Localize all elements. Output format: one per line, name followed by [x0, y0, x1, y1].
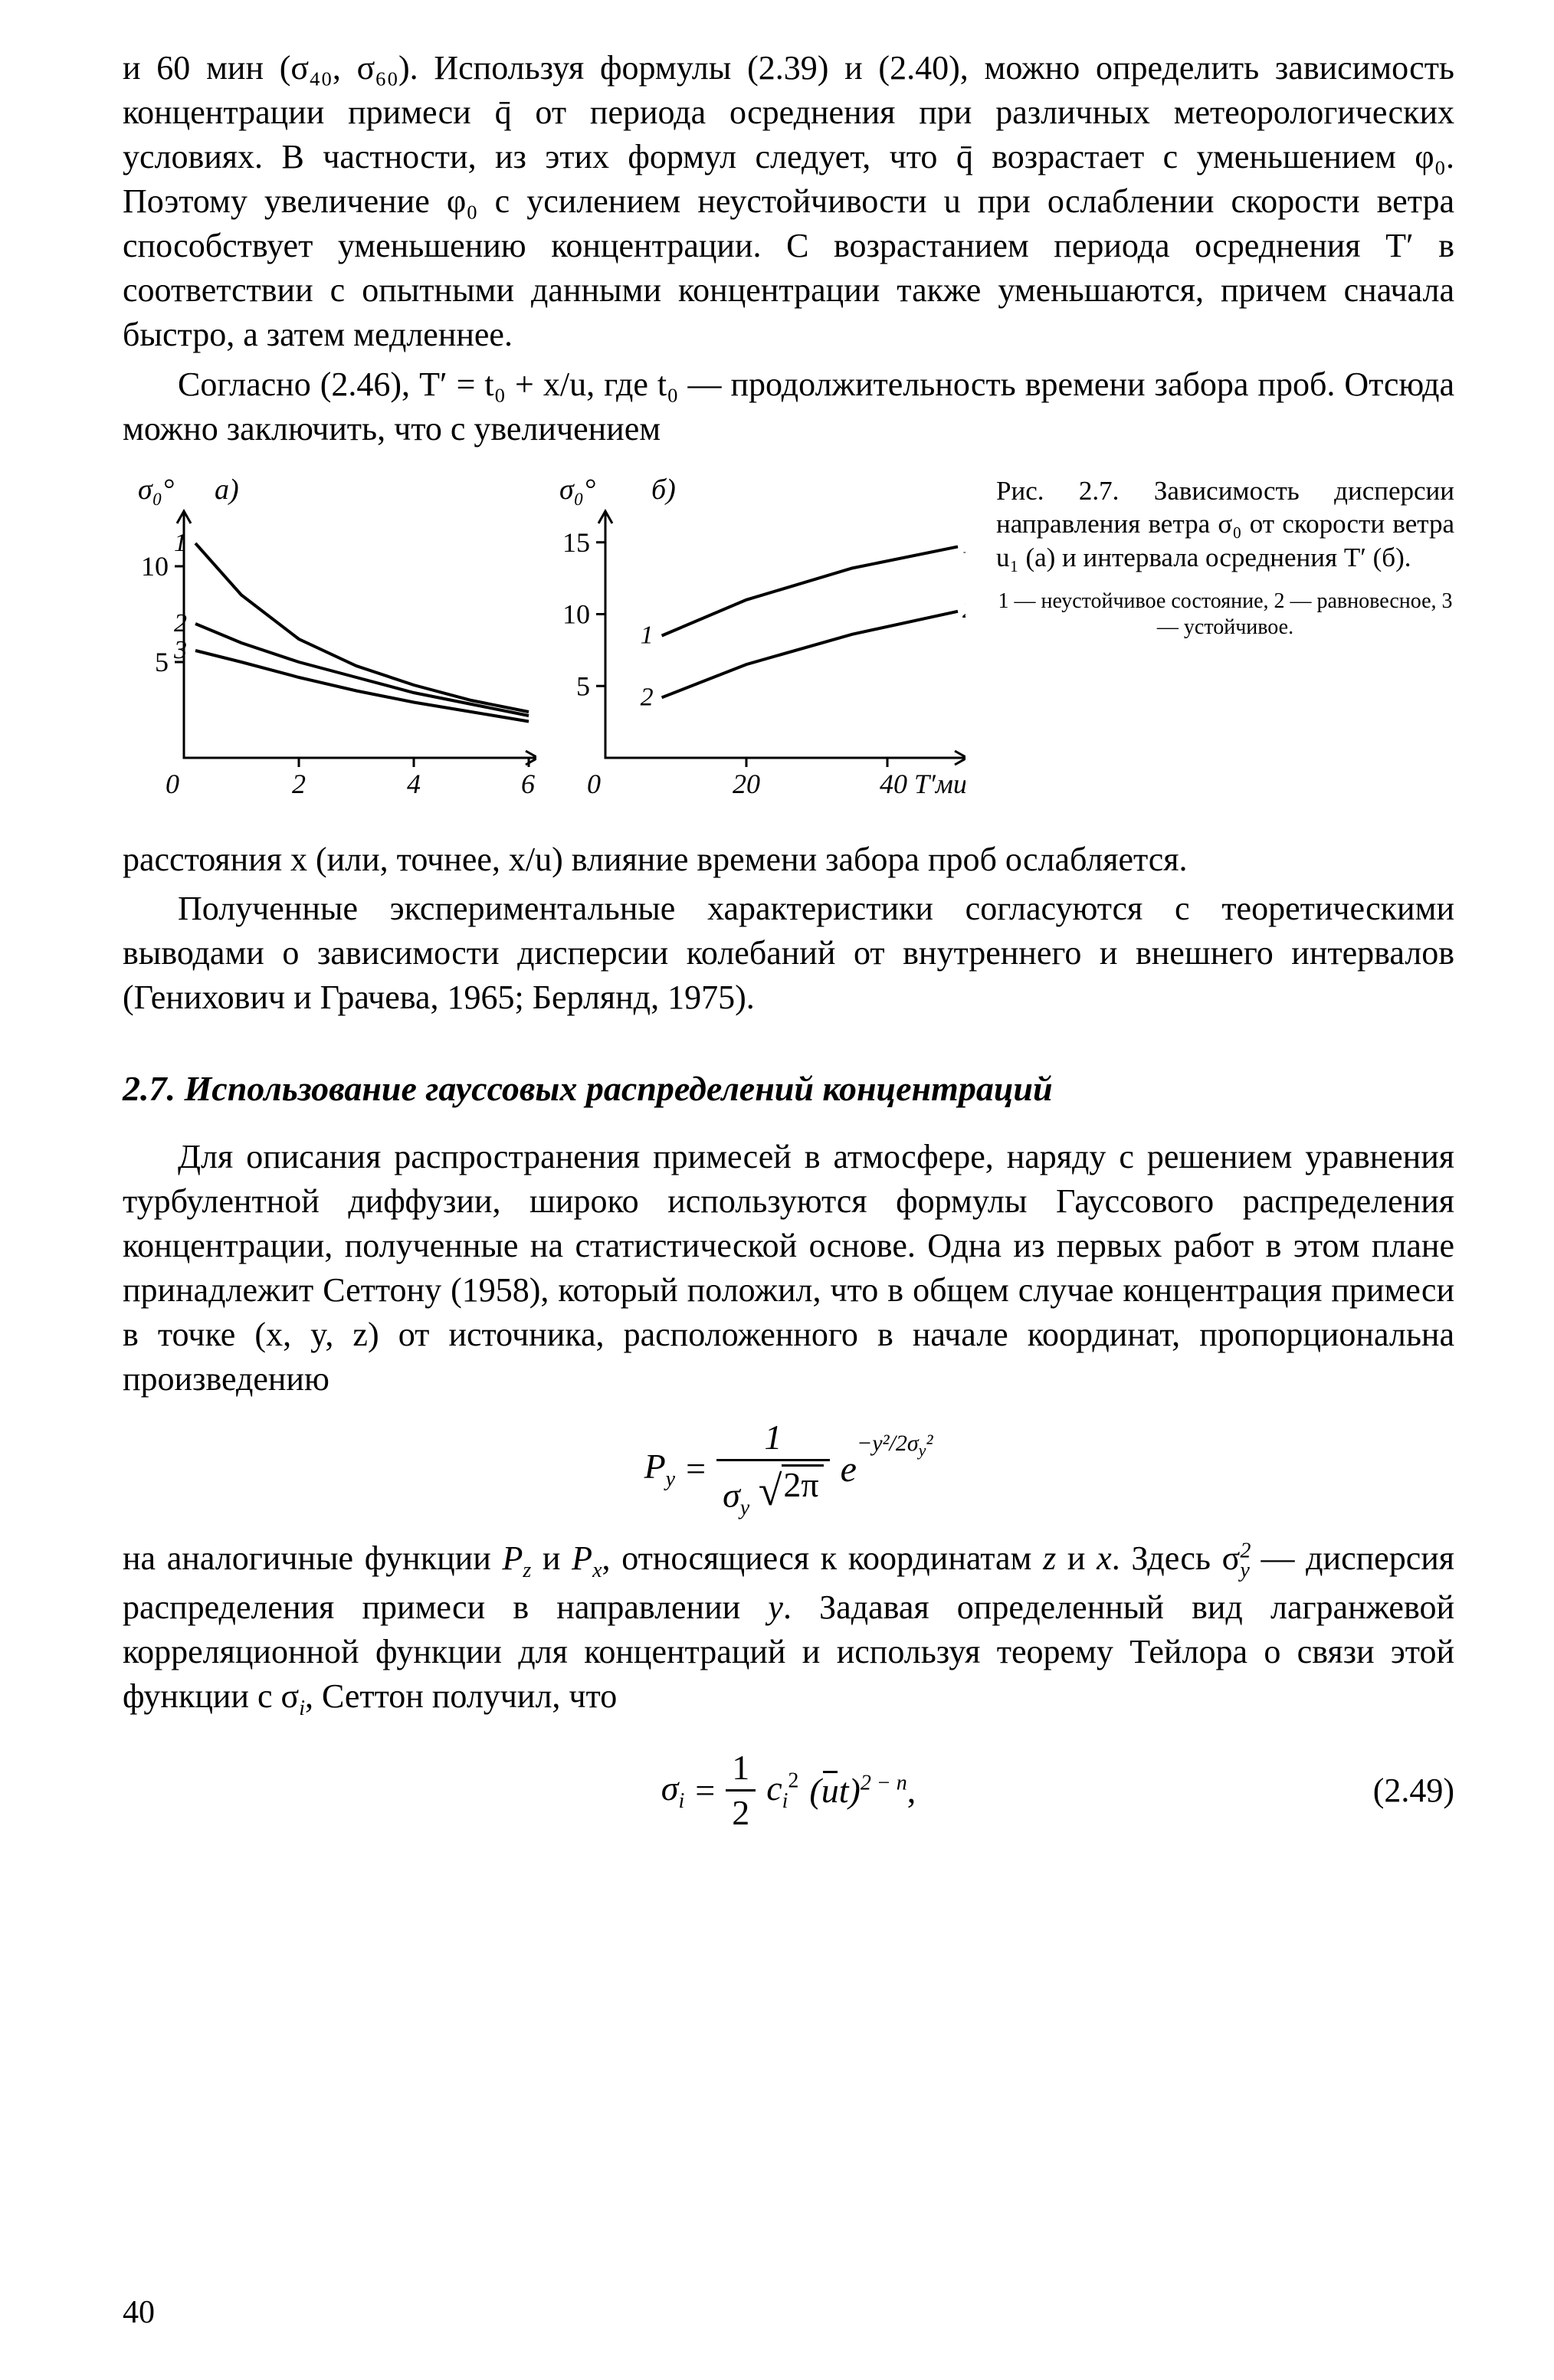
section-heading-2-7: 2.7. Использование гауссовых распределен… [123, 1066, 1454, 1112]
svg-text:б): б) [651, 474, 676, 506]
svg-text:σ₀°: σ₀° [138, 474, 174, 506]
svg-text:15: 15 [562, 526, 590, 557]
figure-caption-main: Рис. 2.7. Зависимость дисперсии направле… [996, 474, 1454, 575]
svg-text:10: 10 [141, 551, 169, 582]
figure-2-7-panel-b: σ₀°б)5101502040 T′мин1212 [544, 474, 966, 811]
paragraph-3: расстояния x (или, точнее, x/u) влияние … [123, 838, 1454, 882]
page-number: 40 [123, 2292, 155, 2334]
svg-text:20: 20 [733, 769, 760, 799]
svg-text:а): а) [215, 474, 239, 506]
svg-text:2: 2 [174, 609, 187, 638]
figure-caption-legend: 1 — неустойчивое состояние, 2 — равновес… [996, 588, 1454, 640]
figure-2-7: σ₀°а)5100246 u₁ м/с123 σ₀°б)5101502040 T… [123, 474, 1454, 811]
paragraph-1: и 60 мин (σ₄₀, σ₆₀). Используя формулы (… [123, 46, 1454, 358]
svg-text:6 u₁ м/с: 6 u₁ м/с [521, 769, 536, 799]
equation-2-49: σi = 1 2 ci2 (ut)2 − n, (2.49) [123, 1745, 1454, 1837]
svg-text:5: 5 [155, 647, 169, 677]
equation-py: Py = 1 σy √2π e −y²/2σy² [123, 1423, 1454, 1515]
paragraph-5: Для описания распространения примесей в … [123, 1135, 1454, 1401]
equation-number-2-49: (2.49) [1373, 1769, 1454, 1813]
paragraph-4: Полученные экспериментальные характерист… [123, 887, 1454, 1020]
svg-text:3: 3 [173, 636, 187, 664]
svg-text:1: 1 [174, 529, 187, 557]
svg-text:40 T′мин: 40 T′мин [880, 769, 966, 799]
svg-text:1: 1 [641, 621, 654, 649]
svg-text:0: 0 [587, 769, 601, 799]
svg-text:2: 2 [641, 683, 654, 711]
paragraph-6: на аналогичные функции Pz и Px, относящи… [123, 1536, 1454, 1723]
svg-text:10: 10 [562, 598, 590, 629]
figure-2-7-panel-a: σ₀°а)5100246 u₁ м/с123 [123, 474, 536, 811]
svg-text:2: 2 [292, 769, 306, 799]
svg-text:4: 4 [407, 769, 421, 799]
svg-text:0: 0 [166, 769, 179, 799]
svg-text:σ₀°: σ₀° [559, 474, 595, 506]
svg-text:5: 5 [576, 670, 590, 701]
paragraph-2: Согласно (2.46), T′ = t₀ + x/u, где t₀ —… [123, 362, 1454, 451]
